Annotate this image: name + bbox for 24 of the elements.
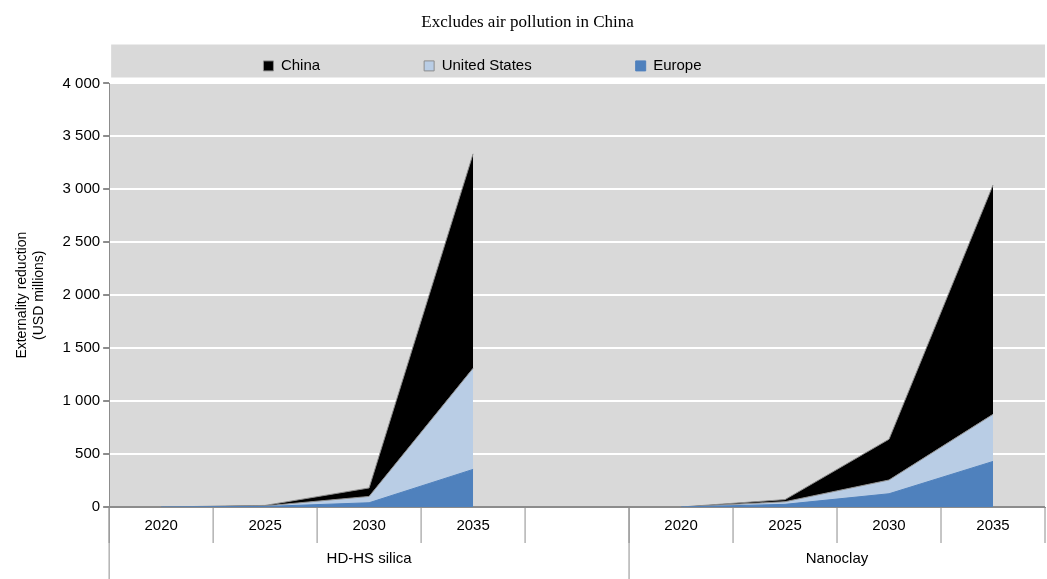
x-tick-label: 2025	[768, 516, 802, 534]
y-tick-label: 2 500	[62, 232, 101, 250]
legend-label: Europe	[653, 56, 792, 74]
y-tick-label: 4 000	[62, 73, 101, 91]
y-tick-label: 3 000	[62, 179, 101, 197]
legend-label: China	[280, 56, 411, 74]
x-tick-label: 2030	[872, 516, 906, 534]
x-tick-label: 2025	[248, 516, 282, 534]
y-tick-label: 500	[75, 444, 101, 462]
y-tick-label: 1 000	[62, 391, 101, 409]
text: Nanoclay	[805, 549, 869, 567]
x-tick-label: 2030	[352, 516, 386, 534]
x-tick-label: 2020	[664, 516, 698, 534]
y-tick-label: 0	[91, 497, 101, 515]
chart-title: Excludes air pollution in China	[421, 11, 635, 31]
legend-label: United States	[441, 56, 622, 74]
x-tick-label: 2020	[144, 516, 178, 534]
x-tick-label: 2035	[976, 516, 1010, 534]
text: HD-HS silica	[326, 549, 413, 567]
y-tick-label: 3 500	[62, 126, 101, 144]
y-tick-label: 2 000	[62, 285, 101, 303]
y-tick-label: 1 500	[62, 338, 101, 356]
y-axis-title: Externality reduction (USD millions)	[13, 231, 47, 359]
x-tick-label: 2035	[456, 516, 490, 534]
